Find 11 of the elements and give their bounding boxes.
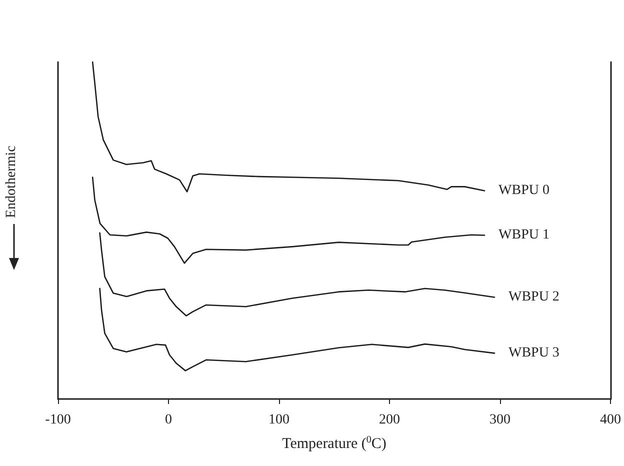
x-tick-label: 200 — [379, 412, 400, 428]
y-axis-title: Endothermic — [4, 146, 20, 218]
x-tick-label: 0 — [165, 412, 172, 428]
series-label: WBPU 3 — [508, 346, 560, 361]
x-tick-label: 300 — [490, 412, 510, 428]
x-tick-label: -100 — [45, 412, 71, 428]
x-tick-label: 400 — [600, 412, 621, 428]
x-tick-label: 100 — [268, 412, 290, 428]
series-label: WBPU 1 — [498, 228, 550, 243]
series-label: WBPU 2 — [508, 290, 560, 305]
series-label: WBPU 0 — [498, 183, 550, 198]
